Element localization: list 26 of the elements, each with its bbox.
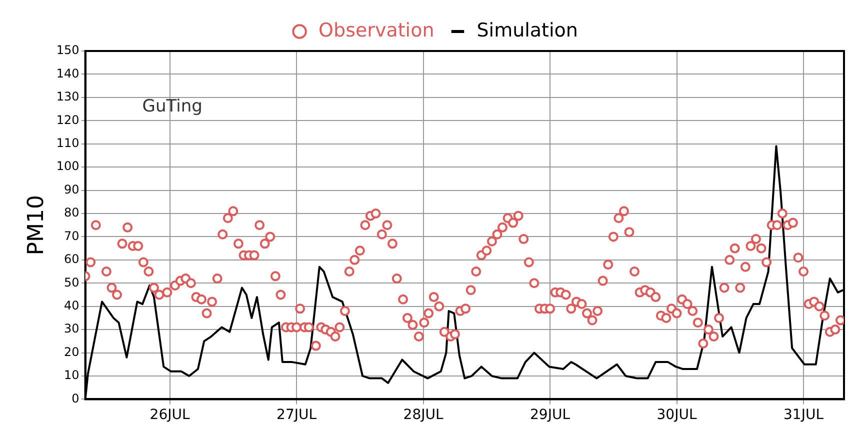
- y-tick-label: 70: [64, 228, 80, 243]
- y-tick-label: 20: [64, 344, 80, 359]
- y-tick-label: 140: [56, 66, 80, 80]
- y-tick-label: 90: [64, 182, 80, 196]
- legend-label: Simulation: [476, 19, 578, 42]
- x-tick-label: 30JUL: [656, 407, 697, 424]
- y-tick-label: 120: [56, 112, 80, 127]
- x-tick-label: 29JUL: [530, 407, 570, 424]
- y-tick-label: 80: [64, 206, 80, 220]
- y-tick-label: 130: [56, 90, 80, 104]
- y-tick-label: 10: [64, 368, 80, 382]
- y-tick-label: 30: [64, 322, 80, 336]
- y-tick-label: 40: [64, 298, 80, 312]
- y-tick-label: 150: [56, 43, 80, 58]
- x-tick-label: 27JUL: [276, 407, 317, 424]
- x-tick-label: 26JUL: [150, 407, 190, 424]
- x-tick-label: 28JUL: [403, 407, 444, 424]
- y-tick-label: 0: [72, 391, 80, 406]
- y-axis-title: PM10: [24, 194, 49, 256]
- annotation: GuTing: [142, 96, 202, 116]
- y-tick-label: 50: [64, 275, 80, 290]
- y-tick-label: 60: [64, 252, 80, 266]
- y-tick-label: 100: [56, 159, 80, 174]
- legend-label: Observation: [318, 19, 434, 42]
- y-tick-label: 110: [56, 136, 80, 150]
- x-tick-label: 31JUL: [784, 407, 824, 424]
